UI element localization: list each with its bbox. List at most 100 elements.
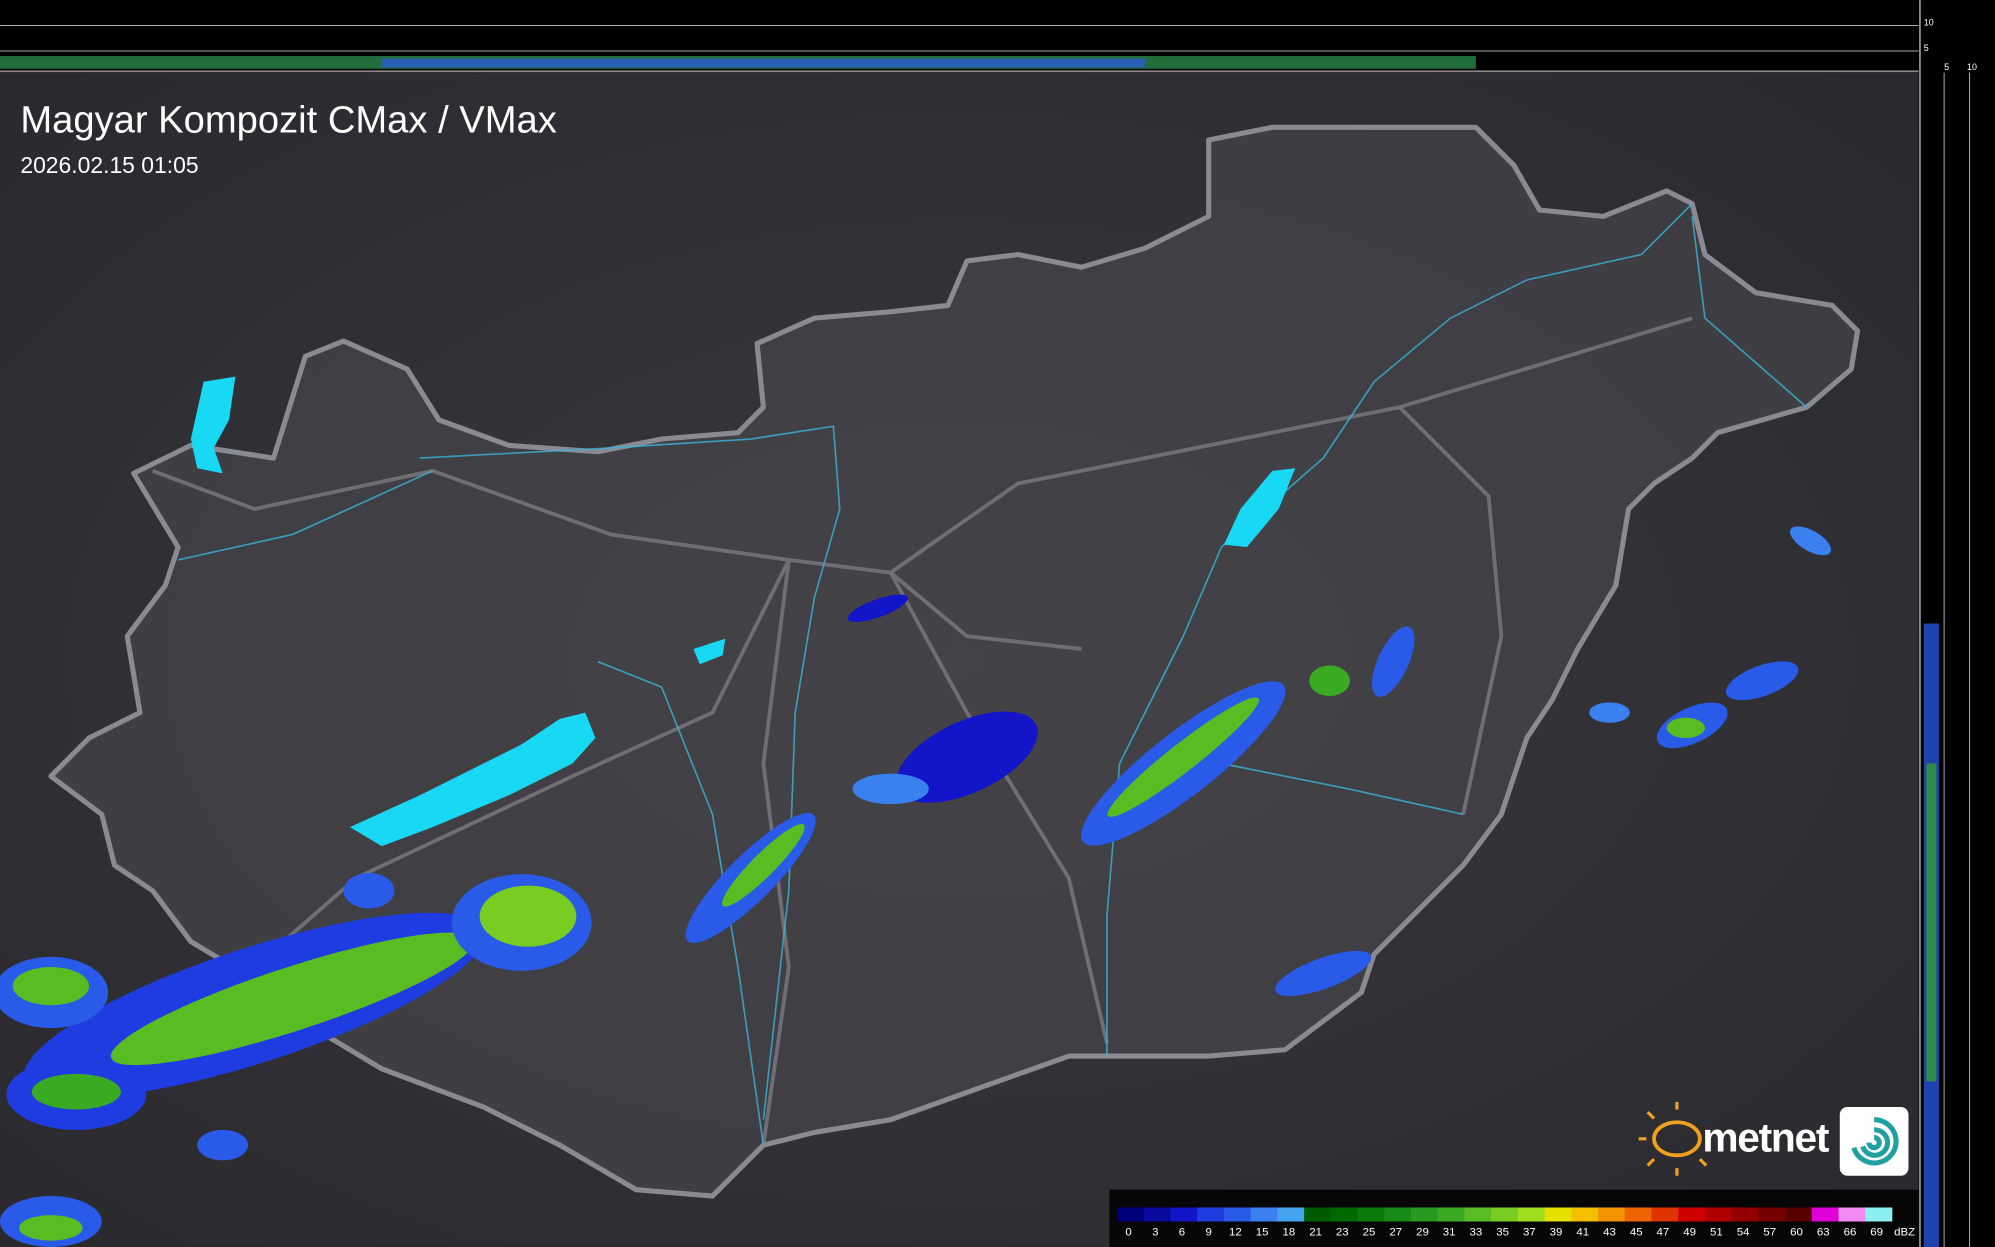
river <box>597 660 765 1146</box>
river <box>1221 762 1464 816</box>
echo <box>343 872 395 909</box>
legend-label: 29 <box>1416 1226 1429 1238</box>
legend-label: 37 <box>1523 1226 1536 1238</box>
legend-swatch <box>1785 1207 1813 1222</box>
lake <box>349 712 596 847</box>
echo <box>1725 661 1799 701</box>
legend-label: 57 <box>1763 1226 1776 1238</box>
legend-swatch <box>1330 1207 1358 1222</box>
legend-label: 27 <box>1389 1226 1402 1238</box>
legend-swatch <box>1731 1207 1759 1222</box>
legend-label: 45 <box>1630 1226 1643 1238</box>
echo <box>722 823 805 907</box>
echo <box>1589 702 1630 723</box>
legend-swatch <box>1437 1207 1465 1222</box>
echo <box>1107 697 1259 817</box>
legend-label: 33 <box>1470 1226 1483 1238</box>
lake <box>693 638 726 665</box>
legend-label: 18 <box>1282 1226 1295 1238</box>
road <box>889 316 1693 575</box>
legend-swatch <box>1117 1207 1145 1222</box>
legend-swatch <box>1384 1207 1412 1222</box>
echo <box>847 594 908 622</box>
lake <box>190 376 236 474</box>
legend-label: 63 <box>1817 1226 1830 1238</box>
legend-label: 47 <box>1657 1226 1670 1238</box>
legend-label: 41 <box>1576 1226 1589 1238</box>
legend-swatch <box>1598 1207 1626 1222</box>
legend-swatch <box>1544 1207 1572 1222</box>
echo <box>479 885 577 947</box>
profile-echo <box>381 58 1146 68</box>
profile-label: 10 <box>1924 18 1934 28</box>
echo <box>1790 526 1831 556</box>
echo <box>12 967 90 1006</box>
legend-swatch <box>1143 1207 1171 1222</box>
legend-swatch <box>1571 1207 1599 1222</box>
echo <box>896 711 1038 803</box>
legend-label: 21 <box>1309 1226 1322 1238</box>
river <box>177 470 433 561</box>
legend-label: 60 <box>1790 1226 1803 1238</box>
legend-label: 51 <box>1710 1226 1723 1238</box>
legend-label: 12 <box>1229 1226 1242 1238</box>
profile-label: 5 <box>1944 62 1949 72</box>
legend-unit: dBZ <box>1894 1226 1915 1238</box>
echo <box>1371 626 1415 697</box>
logo-sun <box>1652 1120 1702 1158</box>
legend-label: 15 <box>1256 1226 1269 1238</box>
legend-label: 0 <box>1125 1226 1131 1238</box>
legend-swatch <box>1758 1207 1786 1222</box>
legend-label: 49 <box>1683 1226 1696 1238</box>
road <box>888 571 1109 1044</box>
legend-label: 9 <box>1206 1226 1212 1238</box>
legend-label: 54 <box>1737 1226 1750 1238</box>
logo-swirl <box>1851 1117 1899 1166</box>
echo <box>19 1215 83 1241</box>
legend-label: 66 <box>1844 1226 1857 1238</box>
legend-swatch <box>1304 1207 1332 1222</box>
legend: 0 3 6 9 12 15 18 21 23 25 27 29 31 33 35 37 39 41 43 45 47 49… <box>1117 1207 1915 1238</box>
echo <box>1275 950 1372 996</box>
echo <box>852 773 929 805</box>
legend-label: 31 <box>1443 1226 1456 1238</box>
legend-swatch <box>1704 1207 1733 1222</box>
legend-swatch <box>1678 1207 1706 1222</box>
echo <box>110 932 475 1066</box>
legend-label: 35 <box>1496 1226 1509 1238</box>
echo <box>1666 717 1705 739</box>
legend-label: 3 <box>1152 1226 1158 1238</box>
legend-swatch <box>1223 1207 1252 1222</box>
road <box>152 468 1082 651</box>
legend-swatch <box>1170 1207 1198 1222</box>
legend-swatch <box>1197 1207 1225 1222</box>
profile-echo <box>1926 763 1937 1082</box>
profile-label: 10 <box>1967 62 1977 72</box>
legend-swatch <box>1411 1207 1439 1222</box>
legend-swatch <box>1865 1207 1893 1222</box>
legend-label: 43 <box>1603 1226 1616 1238</box>
echo <box>31 1073 121 1110</box>
legend-swatch <box>1624 1207 1652 1222</box>
legend-swatch <box>1838 1207 1866 1222</box>
lake <box>1223 468 1296 548</box>
legend-swatch <box>1464 1207 1492 1222</box>
logo-rays <box>1638 1101 1708 1176</box>
legend-label: 39 <box>1550 1226 1563 1238</box>
legend-swatch <box>1277 1207 1305 1222</box>
legend-swatch <box>1491 1207 1519 1222</box>
legend-swatch <box>1651 1207 1679 1222</box>
profile-label: 5 <box>1924 43 1929 53</box>
legend-swatch <box>1250 1207 1278 1222</box>
echo <box>1309 665 1350 697</box>
logo-text: metnet <box>1702 1115 1830 1161</box>
echo <box>197 1129 249 1161</box>
road <box>1398 405 1504 815</box>
legend-swatch <box>1517 1207 1545 1222</box>
lakes <box>190 376 1296 847</box>
legend-label: 6 <box>1179 1226 1185 1238</box>
radar-echoes <box>0 526 1831 1247</box>
legend-label: 23 <box>1336 1226 1349 1238</box>
